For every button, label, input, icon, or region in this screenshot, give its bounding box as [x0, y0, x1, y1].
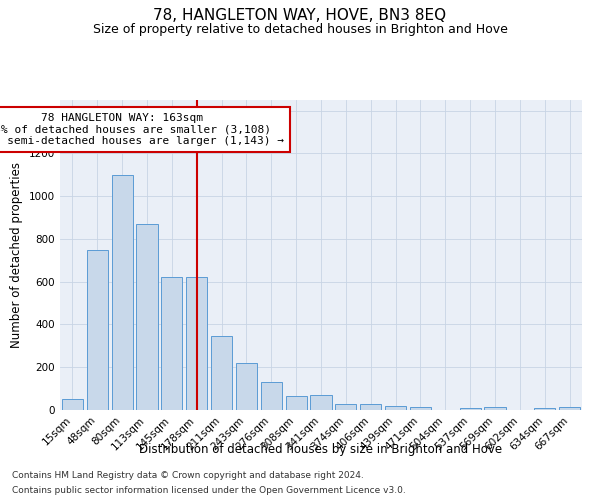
- Bar: [534, 408, 555, 410]
- Bar: [559, 408, 580, 410]
- Bar: [410, 407, 431, 410]
- Text: Distribution of detached houses by size in Brighton and Hove: Distribution of detached houses by size …: [139, 442, 503, 456]
- Bar: [460, 408, 481, 410]
- Bar: [161, 278, 182, 410]
- Bar: [112, 175, 133, 410]
- Text: 78, HANGLETON WAY, HOVE, BN3 8EQ: 78, HANGLETON WAY, HOVE, BN3 8EQ: [154, 8, 446, 22]
- Bar: [62, 400, 83, 410]
- Text: Contains public sector information licensed under the Open Government Licence v3: Contains public sector information licen…: [12, 486, 406, 495]
- Text: 78 HANGLETON WAY: 163sqm
← 73% of detached houses are smaller (3,108)
27% of sem: 78 HANGLETON WAY: 163sqm ← 73% of detach…: [0, 113, 284, 146]
- Bar: [236, 363, 257, 410]
- Bar: [211, 336, 232, 410]
- Bar: [136, 224, 158, 410]
- Bar: [286, 396, 307, 410]
- Text: Contains HM Land Registry data © Crown copyright and database right 2024.: Contains HM Land Registry data © Crown c…: [12, 471, 364, 480]
- Bar: [360, 404, 381, 410]
- Text: Size of property relative to detached houses in Brighton and Hove: Size of property relative to detached ho…: [92, 22, 508, 36]
- Bar: [385, 406, 406, 410]
- Bar: [87, 250, 108, 410]
- Y-axis label: Number of detached properties: Number of detached properties: [10, 162, 23, 348]
- Bar: [335, 404, 356, 410]
- Bar: [186, 278, 207, 410]
- Bar: [261, 382, 282, 410]
- Bar: [484, 408, 506, 410]
- Bar: [310, 396, 332, 410]
